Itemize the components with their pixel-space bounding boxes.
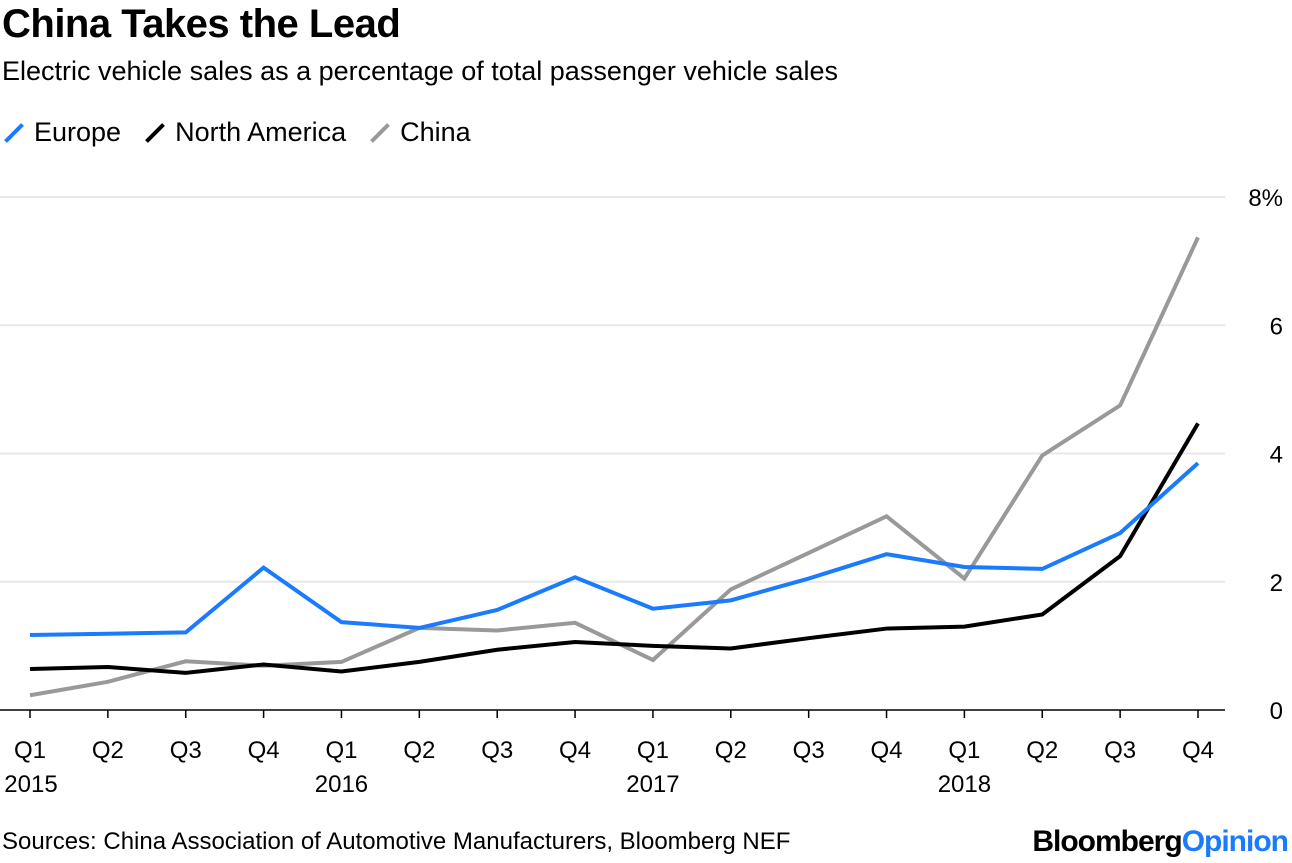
series-china (29, 236, 1200, 698)
y-tick-label: 2 (1270, 570, 1283, 597)
x-tick-label: Q1 (14, 737, 46, 764)
x-tick-label: Q3 (793, 737, 825, 764)
legend-item: Europe (2, 117, 121, 148)
x-year-label: 2018 (938, 771, 991, 798)
x-tick-label: Q2 (92, 737, 124, 764)
series-europe (29, 461, 1200, 637)
x-tick-label: Q4 (871, 737, 903, 764)
bloomberg-opinion-logo: BloombergOpinion (1032, 825, 1289, 859)
x-tick-label: Q4 (559, 737, 591, 764)
logo-part1: Bloomberg (1032, 825, 1182, 858)
chart-subtitle: Electric vehicle sales as a percentage o… (2, 56, 838, 86)
chart-title: China Takes the Lead (2, 2, 401, 46)
legend-item: North America (143, 117, 346, 148)
legend-label: Europe (34, 117, 122, 147)
x-year-label: 2017 (626, 771, 679, 798)
x-tick-label: Q1 (948, 737, 980, 764)
legend-label: China (400, 117, 471, 147)
source-note: Sources: China Association of Automotive… (2, 828, 791, 855)
x-tick-label: Q4 (248, 737, 280, 764)
x-tick-label: Q2 (1026, 737, 1058, 764)
x-tick-label: Q3 (170, 737, 202, 764)
legend-label: North America (175, 117, 347, 147)
x-tick-label: Q1 (637, 737, 669, 764)
y-tick-label: 0 (1270, 698, 1283, 725)
series-north-america (29, 422, 1200, 675)
y-tick-label: 8% (1248, 185, 1283, 212)
x-tick-label: Q3 (1104, 737, 1136, 764)
legend-item: China (368, 117, 471, 148)
x-tick-label: Q3 (481, 737, 513, 764)
x-tick-label: Q2 (715, 737, 747, 764)
x-tick-label: Q4 (1182, 737, 1214, 764)
legend: Europe North America China (2, 117, 471, 148)
x-tick-label: Q1 (325, 737, 357, 764)
x-tick-label: Q2 (403, 737, 435, 764)
series-line (29, 422, 1200, 675)
y-tick-label: 6 (1270, 313, 1283, 340)
logo-part2: Opinion (1181, 825, 1289, 858)
y-tick-label: 4 (1270, 442, 1283, 469)
x-year-label: 2016 (315, 771, 368, 798)
x-year-label: 2015 (4, 771, 57, 798)
series-line (29, 236, 1200, 698)
series-line (29, 461, 1200, 637)
